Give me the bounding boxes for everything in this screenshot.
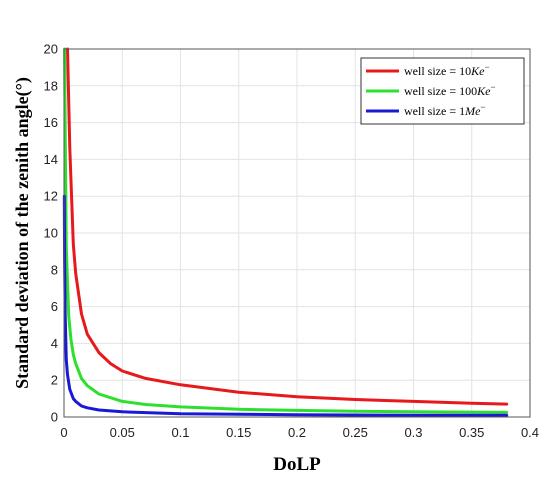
y-tick-label: 10 [44,226,58,241]
y-tick-label: 0 [51,410,58,425]
legend-label-prefix: well size = 1 [404,104,465,118]
y-tick-label: 2 [51,373,58,388]
x-tick-label: 0.4 [521,425,539,440]
x-axis-label: DoLP [273,454,321,475]
x-tick-label: 0 [60,425,67,440]
legend-label-sup: − [490,82,495,92]
series-lines [62,47,509,417]
y-tick-label: 6 [51,299,58,314]
legend-label-sup: − [484,62,489,72]
legend-label-unit: Me [464,104,481,118]
y-tick-label: 18 [44,78,58,93]
y-tick-label: 12 [44,189,58,204]
y-axis-label: Standard deviation of the zenith angle(°… [12,77,33,389]
y-tick-label: 16 [44,115,58,130]
series-line-1 [66,47,509,406]
x-tick-label: 0.2 [288,425,306,440]
legend-label: well size = 100Ke− [404,82,496,98]
y-tick-label: 20 [44,42,58,57]
tick-labels: 0 0.05 0.1 0.15 0.2 0.25 0.3 0.35 0.4 0 2 4 6 8 10 12 14… [44,42,540,441]
x-tick-label: 0.05 [110,425,135,440]
legend-label-prefix: well size = 10 [404,64,471,78]
plot-frame [63,48,531,418]
x-tick-label: 0.3 [404,425,422,440]
legend-label-unit: Ke [476,84,491,98]
legend-label-prefix: well size = 100 [404,84,477,98]
x-tick-label: 0.25 [343,425,368,440]
series-line-3 [62,194,509,417]
legend-label-sup: − [480,102,485,112]
legend-label: well size = 10Ke− [404,62,490,78]
y-tick-label: 8 [51,262,58,277]
legend-label: well size = 1Me− [404,102,486,118]
x-tick-label: 0.1 [171,425,189,440]
x-tick-label: 0.35 [459,425,484,440]
x-tick-label: 0.15 [226,425,251,440]
y-tick-label: 4 [51,336,58,351]
legend-label-unit: Ke [470,64,485,78]
y-tick-label: 14 [44,152,58,167]
series-line-2 [63,47,509,414]
legend: well size = 10Ke−well size = 100Ke−well … [360,57,525,125]
